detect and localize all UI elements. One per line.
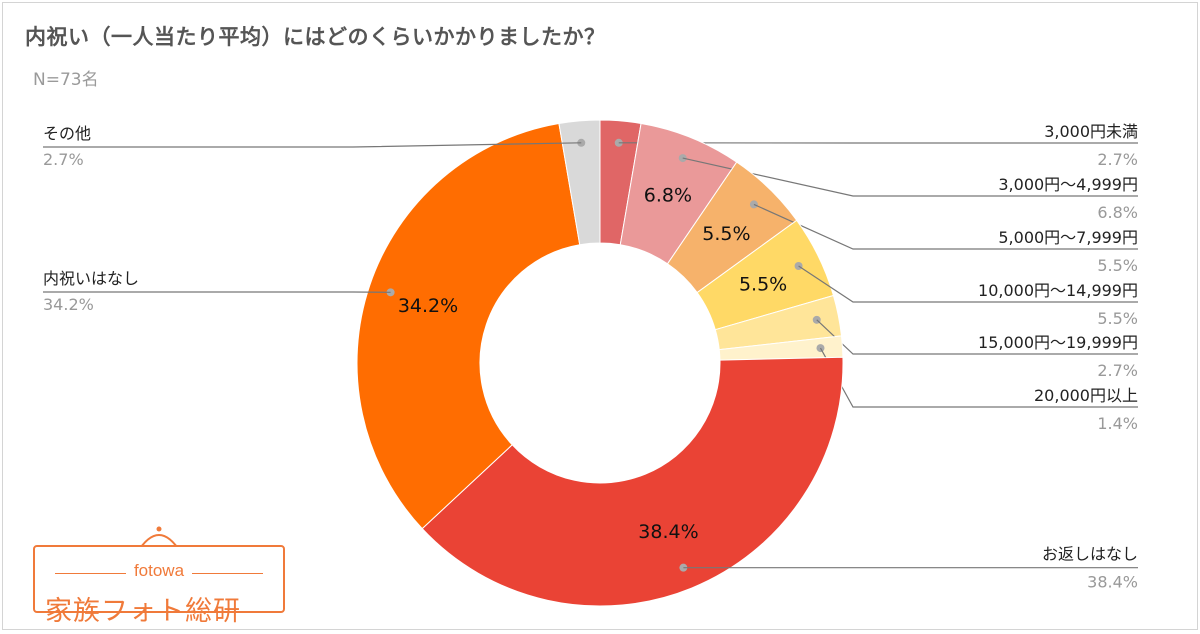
logo-small-text: fotowa (126, 561, 192, 580)
slice-percent: 2.7% (1097, 361, 1138, 380)
slice-inner-label: 34.2% (398, 295, 458, 317)
logo-big-text: 家族フォト総研 (45, 589, 241, 628)
slice-inner-label: 38.4% (638, 521, 698, 543)
slice-percent: 1.4% (1097, 414, 1138, 433)
slice-inner-label: 5.5% (702, 223, 750, 245)
slice-percent: 5.5% (1097, 256, 1138, 275)
fotowa-logo: fotowa 家族フォト総研 (33, 523, 289, 615)
slice-label: 内祝いはなし (43, 269, 139, 288)
slice-percent: 5.5% (1097, 309, 1138, 328)
slice-label: 5,000円～7,999円 (998, 228, 1138, 247)
slice-label: 10,000円～14,999円 (978, 281, 1138, 300)
slice-percent: 6.8% (1097, 203, 1138, 222)
slice-label: 3,000円未満 (1044, 122, 1138, 141)
slice-percent: 2.7% (43, 150, 84, 169)
slice-6 (422, 357, 843, 606)
slice-label: その他 (43, 124, 91, 143)
slice-percent: 34.2% (43, 295, 94, 314)
logo-box: fotowa 家族フォト総研 (33, 545, 285, 613)
slice-inner-label: 5.5% (739, 273, 787, 295)
slice-label: 15,000円～19,999円 (978, 333, 1138, 352)
slice-7 (357, 123, 580, 528)
slice-label: 3,000円～4,999円 (998, 175, 1138, 194)
slice-inner-label: 6.8% (644, 185, 692, 207)
slice-percent: 38.4% (1087, 573, 1138, 592)
slice-percent: 2.7% (1097, 150, 1138, 169)
slice-label: 20,000円以上 (1034, 386, 1138, 405)
slice-label: お返しはなし (1042, 545, 1138, 564)
